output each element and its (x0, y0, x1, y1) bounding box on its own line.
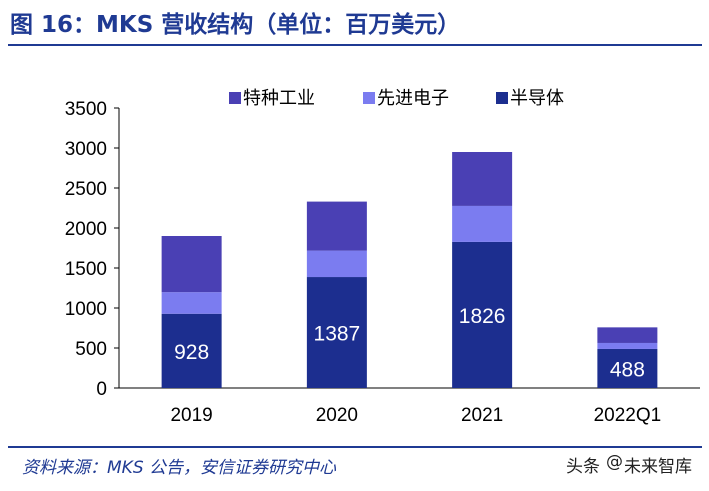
bar-group: 1387 (306, 201, 367, 388)
watermark-prefix: 头条 (566, 457, 600, 477)
x-axis: 2019 2020 2021 2022Q1 (170, 405, 661, 426)
title-bar: 图 16：MKS 营收结构（单位：百万美元） (0, 0, 709, 44)
y-tick-label: 500 (75, 339, 107, 360)
bar-segment (597, 342, 658, 349)
data-label: 928 (174, 341, 209, 364)
bar-segment (452, 205, 513, 242)
bar-segment (306, 250, 367, 278)
figure-title: 图 16：MKS 营收结构（单位：百万美元） (10, 12, 461, 38)
y-tick-label: 2500 (65, 179, 107, 200)
bar-segment (161, 313, 222, 388)
bar-segment (597, 348, 658, 388)
bar-group: 1826 (452, 152, 513, 388)
watermark-at: @ (606, 452, 623, 472)
bar-segment (306, 201, 367, 251)
bar-segment (161, 236, 222, 293)
legend-swatch (496, 92, 508, 104)
bar-groups: 928 1387 1826 488 (161, 152, 658, 388)
source-note: 资料来源：MKS 公告，安信证券研究中心 (22, 458, 337, 478)
bar-group: 488 (597, 327, 658, 388)
watermark-name: 未来智库 (624, 457, 692, 477)
title-rule (8, 44, 702, 46)
y-tick-label: 0 (96, 379, 107, 400)
x-tick-label: 2020 (316, 405, 358, 426)
bar-segment (161, 292, 222, 314)
x-tick-label: 2019 (170, 405, 212, 426)
legend-swatch (229, 92, 241, 104)
bar-group: 928 (161, 236, 222, 388)
legend-label: 特种工业 (243, 88, 315, 109)
source-rule (8, 446, 702, 448)
y-tick-label: 3500 (65, 99, 107, 120)
data-label: 488 (610, 358, 645, 381)
chart-legend: 特种工业 先进电子 半导体 (229, 88, 564, 109)
x-tick-label: 2021 (461, 405, 503, 426)
y-tick-label: 2000 (65, 219, 107, 240)
data-label: 1387 (314, 323, 361, 346)
bar-segment (306, 277, 367, 388)
x-tick-label: 2022Q1 (594, 405, 662, 426)
y-tick-label: 3000 (65, 139, 107, 160)
data-label: 1826 (459, 305, 506, 328)
y-tick-label: 1500 (65, 259, 107, 280)
legend-label: 半导体 (510, 88, 564, 109)
bar-segment (452, 241, 513, 388)
bar-segment (452, 152, 513, 206)
bar-segment (597, 327, 658, 343)
legend-swatch (363, 92, 375, 104)
y-tick-label: 1000 (65, 299, 107, 320)
legend-label: 先进电子 (377, 88, 449, 109)
